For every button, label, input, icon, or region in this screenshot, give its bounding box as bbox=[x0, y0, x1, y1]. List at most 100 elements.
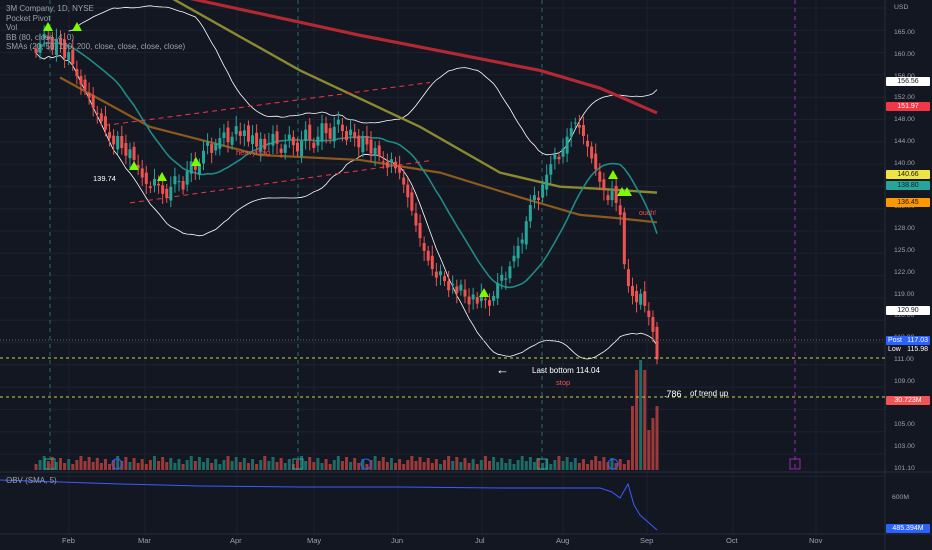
obv-line bbox=[0, 479, 658, 531]
candle-body bbox=[332, 126, 336, 142]
dividend-icon bbox=[111, 458, 123, 470]
candle-body bbox=[238, 131, 242, 136]
volume-bar bbox=[553, 460, 557, 470]
volume-bar bbox=[357, 463, 361, 470]
volume-bar bbox=[451, 461, 455, 470]
candle-body bbox=[300, 140, 304, 157]
volume-bar bbox=[148, 460, 152, 470]
volume-bar bbox=[206, 458, 210, 470]
volume-bar bbox=[639, 360, 643, 470]
fib-value: .786 bbox=[664, 389, 682, 399]
volume-bar bbox=[512, 464, 516, 470]
legend-smas[interactable]: SMAs (20, 50, 100, 200, close, close, cl… bbox=[6, 42, 186, 51]
volume-bar bbox=[91, 462, 95, 470]
candle-body bbox=[557, 156, 561, 160]
low-tag-label: Low bbox=[888, 346, 901, 353]
candle-body bbox=[161, 185, 165, 194]
volume-bar bbox=[112, 460, 116, 470]
volume-bar bbox=[108, 464, 112, 470]
volume-bar bbox=[418, 457, 422, 470]
candle-body bbox=[287, 134, 291, 140]
y-tick-label: 122.00 bbox=[894, 268, 915, 276]
candle-body bbox=[626, 269, 630, 287]
volume-bar bbox=[643, 370, 647, 470]
candle-body bbox=[573, 122, 577, 124]
volume-bar bbox=[50, 457, 54, 470]
candle-body bbox=[75, 69, 79, 77]
legend-title[interactable]: 3M Company, 1D, NYSE bbox=[6, 4, 94, 13]
candle-body bbox=[279, 148, 283, 153]
legend-bollinger[interactable]: BB (80, close, 4, 0) bbox=[6, 32, 75, 42]
candle-body bbox=[71, 49, 75, 65]
volume-bar bbox=[651, 418, 655, 470]
pocket-pivot-icon bbox=[622, 187, 632, 196]
volume-bar bbox=[316, 458, 320, 470]
volume-bar bbox=[414, 461, 418, 470]
volume-bar bbox=[214, 459, 218, 470]
candle-body bbox=[83, 79, 87, 91]
candle-body bbox=[377, 145, 381, 157]
y-tick-label: 148.00 bbox=[894, 116, 915, 124]
volume-bar bbox=[549, 464, 553, 470]
volume-bar bbox=[173, 463, 177, 470]
volume-bar bbox=[54, 462, 58, 470]
candle-body bbox=[520, 239, 524, 244]
candle-body bbox=[185, 171, 189, 185]
y-tick-label: 116.00 bbox=[894, 312, 915, 320]
volume-bar bbox=[222, 460, 226, 470]
volume-bar bbox=[394, 463, 398, 470]
volume-bar bbox=[524, 461, 528, 470]
volume-bar bbox=[271, 457, 275, 470]
candle-body bbox=[345, 131, 348, 141]
volume-bar bbox=[487, 461, 491, 470]
volume-bar bbox=[483, 456, 487, 470]
legend-volume[interactable]: Vol bbox=[6, 23, 18, 32]
post-tag-value: 117.03 bbox=[907, 337, 928, 344]
y-tick-label: 109.00 bbox=[894, 377, 915, 385]
volume-bar bbox=[340, 461, 344, 470]
candle-body bbox=[128, 149, 132, 159]
candle-body bbox=[655, 326, 659, 360]
legend-pocket-pivot[interactable]: Pocket Pivot bbox=[6, 13, 51, 23]
candle-body bbox=[385, 162, 389, 168]
obv-legend[interactable]: OBV (SMA, 5) bbox=[6, 476, 57, 485]
volume-bar bbox=[320, 463, 324, 470]
candle-body bbox=[144, 172, 148, 184]
volume-bar bbox=[504, 463, 508, 470]
volume-bar bbox=[594, 456, 598, 470]
candle-body bbox=[251, 135, 255, 145]
candle-body bbox=[181, 181, 185, 190]
volume-bar bbox=[181, 464, 185, 470]
candle-body bbox=[165, 188, 169, 198]
last-bottom-label: Last bottom 114.04 bbox=[532, 366, 600, 375]
low-tag-value: 115.98 bbox=[907, 346, 928, 353]
volume-bar bbox=[34, 464, 38, 470]
volume-bar bbox=[177, 459, 181, 470]
candle-body bbox=[50, 37, 54, 51]
candle-body bbox=[471, 294, 475, 300]
candle-body bbox=[414, 213, 418, 226]
volume-bar bbox=[398, 459, 402, 470]
volume-bar bbox=[83, 461, 87, 470]
volume-bar bbox=[136, 463, 140, 470]
candle-body bbox=[79, 76, 83, 85]
candle-body bbox=[479, 293, 483, 302]
volume-bar bbox=[128, 462, 132, 470]
flag-label: heavy flag bbox=[236, 148, 271, 157]
candle-body bbox=[487, 300, 491, 306]
candle-body bbox=[565, 136, 569, 154]
volume-bar bbox=[602, 457, 606, 470]
volume-bar bbox=[537, 458, 541, 470]
volume-bar bbox=[565, 457, 569, 470]
volume-bar bbox=[410, 456, 414, 470]
x-tick-label: Aug bbox=[556, 536, 570, 545]
candle-body bbox=[467, 296, 471, 305]
volume-bar bbox=[242, 458, 246, 470]
currency-label: USD bbox=[894, 4, 909, 11]
ouch-label: ouch! bbox=[639, 210, 657, 217]
y-tick-label: 140.00 bbox=[894, 159, 915, 167]
candle-body bbox=[598, 171, 602, 182]
candle-body bbox=[275, 131, 279, 144]
y-tick-label: 128.00 bbox=[894, 225, 915, 233]
